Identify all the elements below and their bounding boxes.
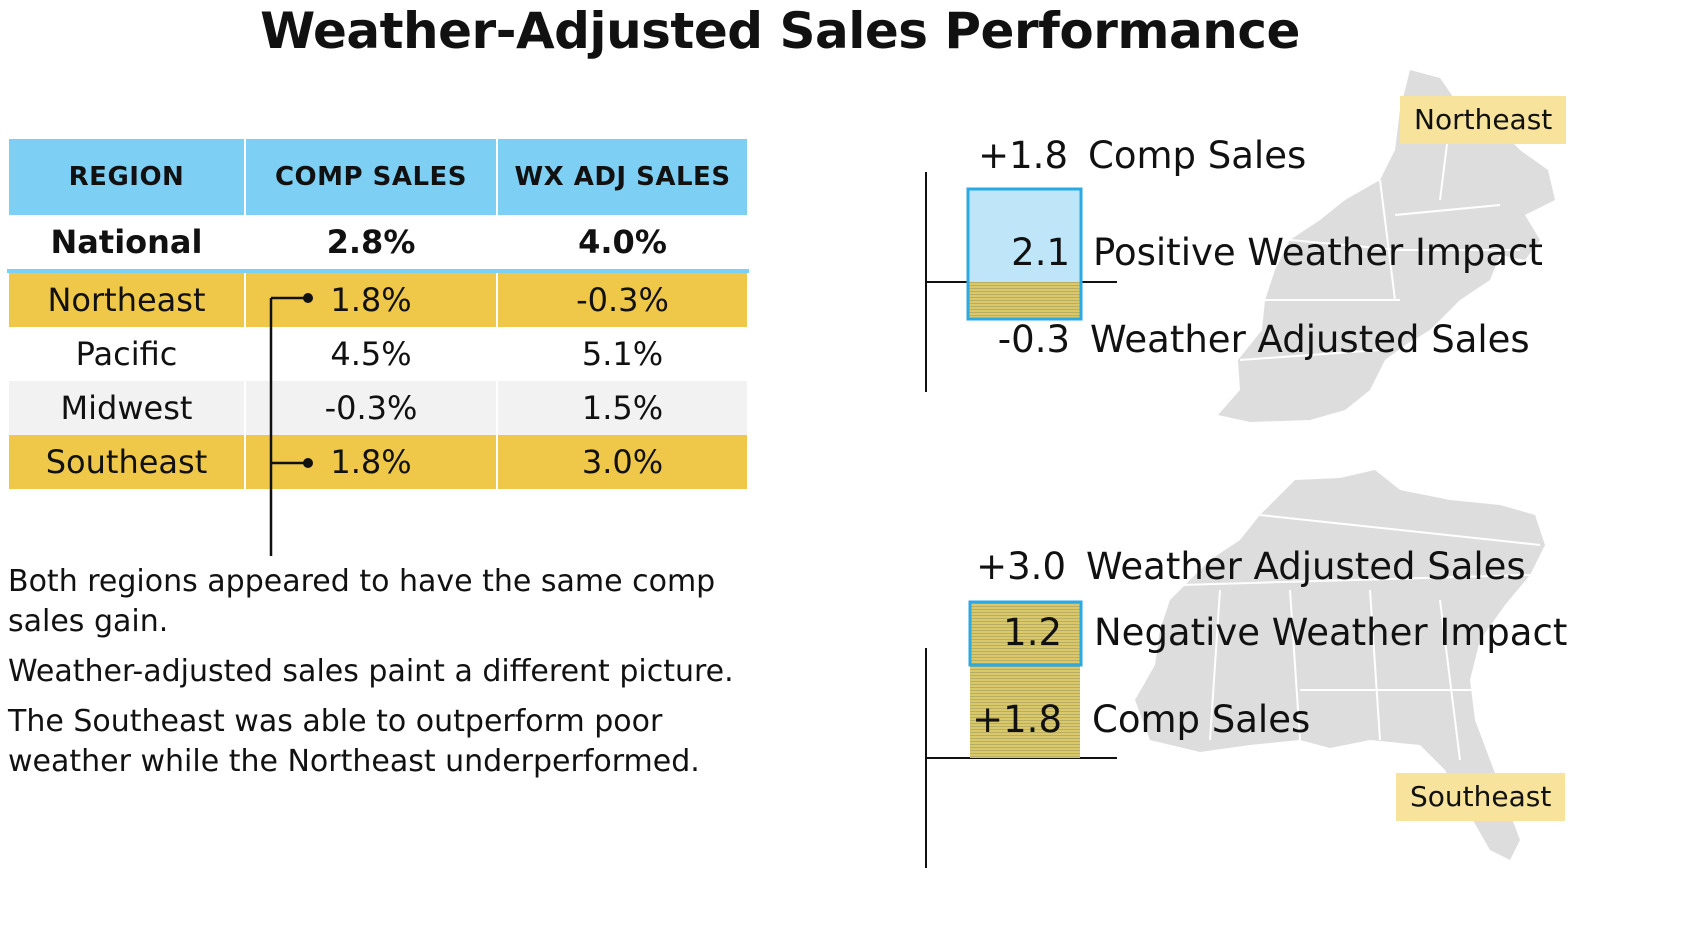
table-row-pacific: Pacific 4.5% 5.1% bbox=[7, 327, 749, 381]
northeast-impact-value: 2.1 bbox=[1011, 231, 1070, 274]
southeast-impact-label: Negative Weather Impact bbox=[1094, 611, 1568, 654]
northeast-impact-label: Positive Weather Impact bbox=[1093, 231, 1543, 274]
table-header-row: REGION COMP SALES WX ADJ SALES bbox=[7, 139, 749, 215]
note-2: Weather-adjusted sales paint a different… bbox=[8, 654, 734, 689]
cell-comp: 4.5% bbox=[244, 327, 498, 381]
table-row-national: National 2.8% 4.0% bbox=[7, 215, 749, 273]
cell-wx: 3.0% bbox=[496, 435, 749, 489]
cell-region: Midwest bbox=[7, 381, 246, 435]
southeast-adj-label: Weather Adjusted Sales bbox=[1086, 545, 1526, 588]
bracket-northeast-dot bbox=[303, 293, 313, 303]
southeast-badge: Southeast bbox=[1396, 773, 1566, 821]
cell-wx: -0.3% bbox=[496, 271, 749, 327]
northeast-comp-label: Comp Sales bbox=[1088, 134, 1307, 177]
table-row-midwest: Midwest -0.3% 1.5% bbox=[7, 381, 749, 435]
northeast-comp-value: +1.8 bbox=[978, 134, 1068, 177]
cell-region: National bbox=[7, 215, 246, 273]
bracket-southeast-dot bbox=[303, 458, 313, 468]
northeast-state-borders bbox=[1239, 119, 1520, 361]
southeast-comp-label: Comp Sales bbox=[1092, 698, 1311, 741]
cell-wx: 1.5% bbox=[496, 381, 749, 435]
southeast-map-icon bbox=[1135, 470, 1545, 860]
northeast-impact-outline bbox=[966, 187, 1083, 321]
cell-region: Pacific bbox=[7, 327, 246, 381]
table-row-northeast: Northeast 1.8% -0.3% bbox=[7, 271, 749, 327]
sales-table: REGION COMP SALES WX ADJ SALES National … bbox=[7, 139, 749, 489]
note-3: The Southeast was able to outperform poo… bbox=[8, 704, 700, 779]
chart-title: Weather-Adjusted Sales Performance bbox=[260, 2, 1300, 60]
southeast-state-borders bbox=[1179, 514, 1541, 761]
table-row-southeast: Southeast 1.8% 3.0% bbox=[7, 435, 749, 489]
comp-sales-bracket bbox=[269, 293, 313, 556]
southeast-adj-value: +3.0 bbox=[976, 545, 1066, 588]
southeast-comp-value: +1.8 bbox=[972, 698, 1062, 741]
header-region: REGION bbox=[7, 139, 246, 215]
southeast-impact-value: 1.2 bbox=[1003, 611, 1062, 654]
northeast-map-icon bbox=[1218, 70, 1555, 422]
cell-region: Northeast bbox=[7, 271, 246, 327]
northeast-badge: Northeast bbox=[1400, 96, 1567, 144]
header-comp-sales: COMP SALES bbox=[244, 139, 498, 215]
cell-comp: -0.3% bbox=[244, 381, 498, 435]
northeast-negative-bar bbox=[969, 282, 1080, 318]
header-wx-adj-sales: WX ADJ SALES bbox=[496, 139, 749, 215]
cell-region: Southeast bbox=[7, 435, 246, 489]
cell-comp: 2.8% bbox=[244, 215, 498, 273]
southeast-impact-outline bbox=[968, 600, 1083, 667]
southeast-impact-bar bbox=[971, 603, 1080, 664]
cell-wx: 4.0% bbox=[496, 215, 749, 273]
northeast-adj-label: Weather Adjusted Sales bbox=[1090, 318, 1530, 361]
northeast-impact-bar bbox=[969, 190, 1080, 282]
cell-comp: 1.8% bbox=[244, 435, 498, 489]
notes: Both regions appeared to have the same c… bbox=[8, 562, 768, 792]
cell-wx: 5.1% bbox=[496, 327, 749, 381]
southeast-comp-bar bbox=[970, 666, 1080, 758]
northeast-adj-value: -0.3 bbox=[997, 318, 1070, 361]
note-1: Both regions appeared to have the same c… bbox=[8, 564, 716, 639]
